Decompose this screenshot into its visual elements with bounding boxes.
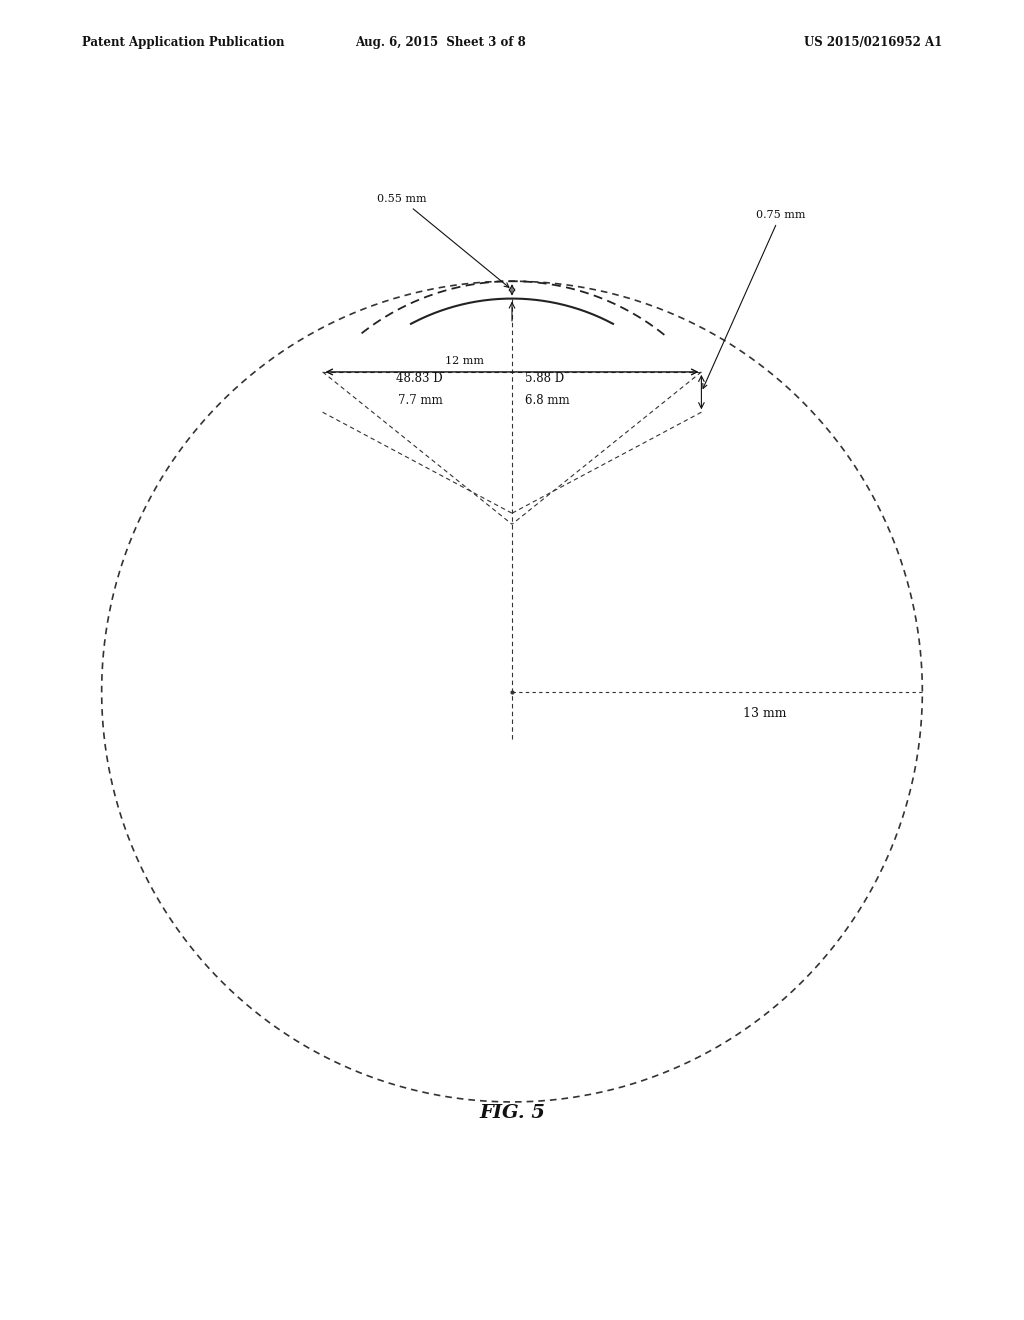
Text: 12 mm: 12 mm (445, 356, 484, 366)
Text: 0.55 mm: 0.55 mm (377, 194, 509, 288)
Text: US 2015/0216952 A1: US 2015/0216952 A1 (804, 36, 942, 49)
Text: 48.83 D: 48.83 D (396, 372, 442, 385)
Text: Patent Application Publication: Patent Application Publication (82, 36, 285, 49)
Text: 5.88 D: 5.88 D (524, 372, 564, 385)
Text: FIG. 5: FIG. 5 (479, 1104, 545, 1122)
Text: 7.7 mm: 7.7 mm (397, 395, 442, 408)
Text: Aug. 6, 2015  Sheet 3 of 8: Aug. 6, 2015 Sheet 3 of 8 (355, 36, 525, 49)
Text: 6.8 mm: 6.8 mm (524, 395, 569, 408)
Text: 0.75 mm: 0.75 mm (702, 210, 805, 388)
Text: 13 mm: 13 mm (742, 706, 786, 719)
